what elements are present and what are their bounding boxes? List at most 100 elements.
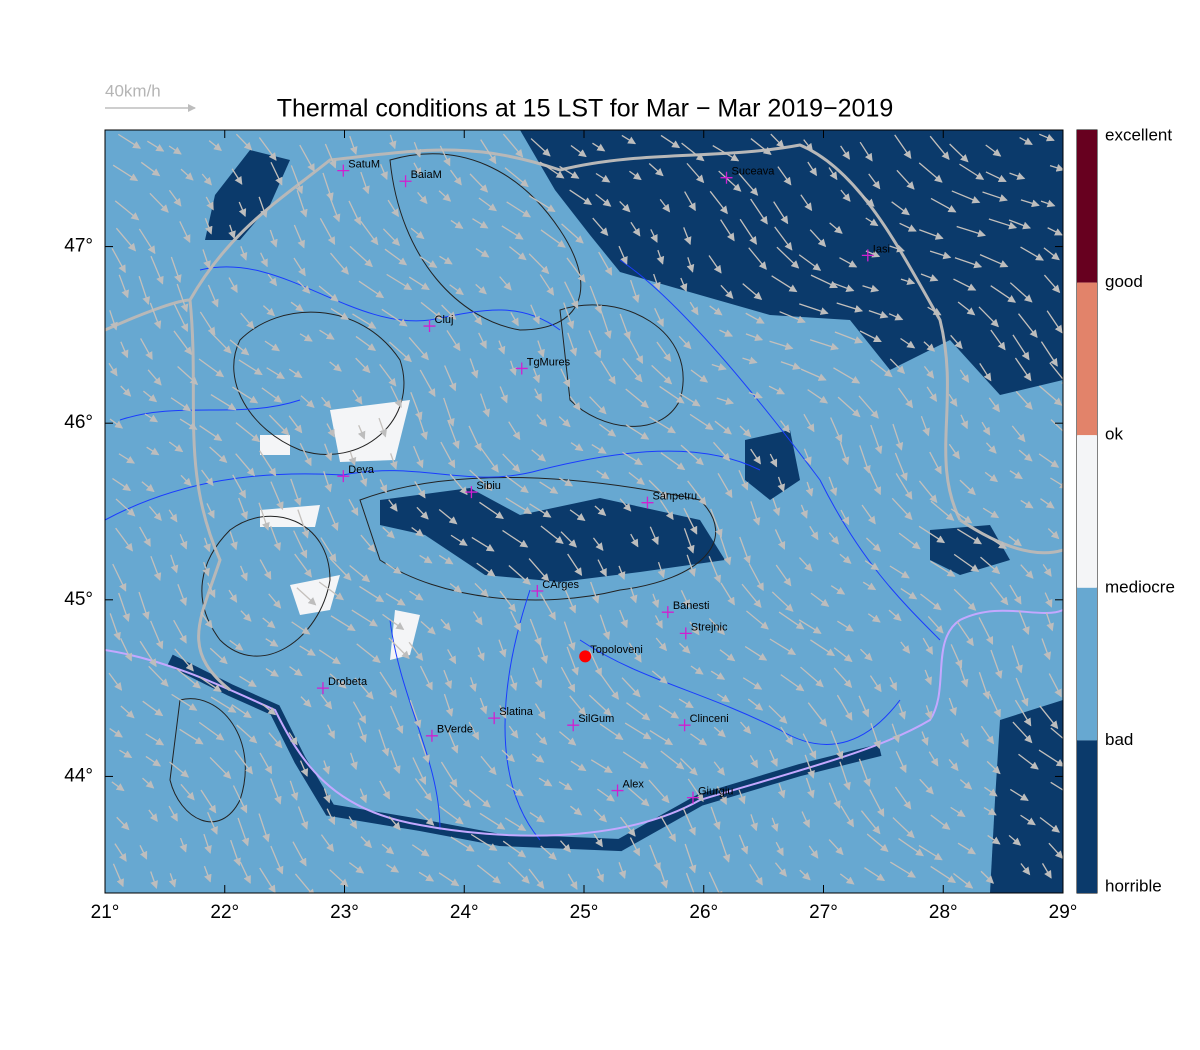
- wind-arrow: [352, 313, 377, 329]
- wind-arrow: [617, 565, 626, 580]
- wind-arrow: [238, 359, 263, 376]
- wind-arrow: [570, 145, 587, 158]
- wind-arrow: [239, 246, 248, 261]
- wind-arrow: [708, 617, 725, 636]
- wind-arrow: [829, 222, 843, 234]
- wind-arrow: [270, 525, 281, 551]
- wind-arrow: [232, 785, 248, 814]
- wind-arrow: [1012, 334, 1030, 361]
- wind-arrow: [894, 134, 912, 159]
- wind-arrow: [510, 312, 519, 327]
- wind-arrow: [567, 332, 578, 357]
- wind-arrow: [870, 424, 883, 455]
- wind-arrow: [870, 359, 893, 378]
- wind-arrow: [892, 817, 915, 839]
- wind-arrow: [563, 302, 575, 330]
- wind-arrow: [798, 254, 822, 271]
- city-marker: [641, 496, 654, 509]
- wind-arrow: [269, 229, 278, 248]
- y-tick-label: 44°: [64, 765, 93, 786]
- wind-arrow: [660, 452, 686, 471]
- wind-arrow: [895, 750, 907, 774]
- wind-arrow: [923, 341, 936, 352]
- wind-arrow: [198, 676, 222, 693]
- wind-arrow: [859, 330, 882, 343]
- wind-arrow: [502, 529, 529, 548]
- city-marker: [678, 719, 691, 732]
- wind-arrow: [378, 729, 390, 757]
- wind-arrow: [444, 365, 457, 392]
- wind-arrow: [419, 665, 433, 691]
- wind-arrow: [619, 200, 631, 213]
- wind-arrow: [359, 788, 368, 804]
- wind-arrow: [268, 593, 282, 609]
- wind-arrow: [1020, 863, 1031, 876]
- wind-arrow: [289, 780, 299, 801]
- x-tick-label: 22°: [210, 902, 239, 923]
- wind-legend-label: 40km/h: [105, 81, 161, 100]
- wind-arrow: [117, 133, 142, 149]
- wind-arrow: [898, 703, 906, 720]
- wind-arrow: [358, 280, 385, 299]
- wind-arrow: [349, 245, 373, 268]
- wind-arrow: [809, 229, 827, 248]
- wind-arrow: [169, 761, 190, 778]
- wind-arrow: [862, 284, 880, 293]
- wind-arrow: [388, 499, 398, 512]
- wind-arrow: [630, 279, 640, 304]
- city-label: Cluj: [435, 314, 454, 326]
- wind-arrow: [323, 788, 331, 804]
- colorbar-segment: [1077, 587, 1097, 741]
- wind-arrow: [1048, 842, 1063, 859]
- wind-arrow: [954, 257, 983, 269]
- wind-arrow: [499, 590, 516, 613]
- wind-arrow: [440, 761, 458, 788]
- wind-arrow: [686, 162, 705, 184]
- wind-arrow: [680, 444, 704, 466]
- wind-arrow: [868, 309, 889, 319]
- wind-arrow: [800, 666, 824, 688]
- wind-arrow: [348, 451, 357, 466]
- wind-arrow: [534, 703, 546, 720]
- wind-arrow: [288, 415, 303, 434]
- wind-arrow: [170, 256, 182, 283]
- wind-arrow: [115, 227, 137, 252]
- wind-arrow: [446, 727, 459, 754]
- wind-arrow: [290, 165, 304, 195]
- x-tick-label: 21°: [91, 902, 120, 923]
- wind-arrow: [539, 593, 556, 621]
- wind-arrow: [776, 246, 800, 269]
- wind-arrow: [710, 670, 726, 680]
- wind-arrow: [809, 525, 819, 541]
- wind-arrow: [891, 497, 913, 521]
- wind-arrow: [118, 453, 135, 464]
- x-tick-label: 26°: [689, 902, 718, 923]
- wind-arrow: [504, 817, 527, 831]
- wind-arrow: [891, 723, 901, 743]
- wind-arrow: [409, 699, 422, 729]
- mediocre-patch: [290, 575, 340, 615]
- wind-arrow: [959, 779, 973, 790]
- city-label: Banesti: [673, 600, 710, 612]
- city-label: TgMures: [527, 356, 571, 368]
- city-label: Suceava: [732, 166, 776, 178]
- wind-arrow: [750, 814, 758, 832]
- city-label: Sanpetru: [652, 491, 697, 503]
- wind-arrow: [836, 694, 853, 721]
- wind-arrow: [357, 425, 366, 440]
- wind-arrow: [839, 442, 850, 466]
- wind-arrow: [177, 584, 188, 607]
- wind-arrow: [864, 560, 880, 571]
- wind-arrow: [293, 257, 306, 277]
- wind-arrow: [981, 421, 991, 436]
- wind-arrow: [718, 170, 742, 192]
- wind-arrow: [472, 218, 489, 229]
- wind-arrow: [140, 161, 161, 177]
- wind-arrow: [418, 871, 435, 882]
- wind-arrow: [618, 862, 627, 879]
- city-marker: [686, 791, 699, 804]
- wind-arrow: [240, 565, 248, 582]
- wind-arrow: [528, 253, 550, 275]
- wind-arrow: [529, 503, 552, 518]
- wind-arrow: [621, 134, 637, 145]
